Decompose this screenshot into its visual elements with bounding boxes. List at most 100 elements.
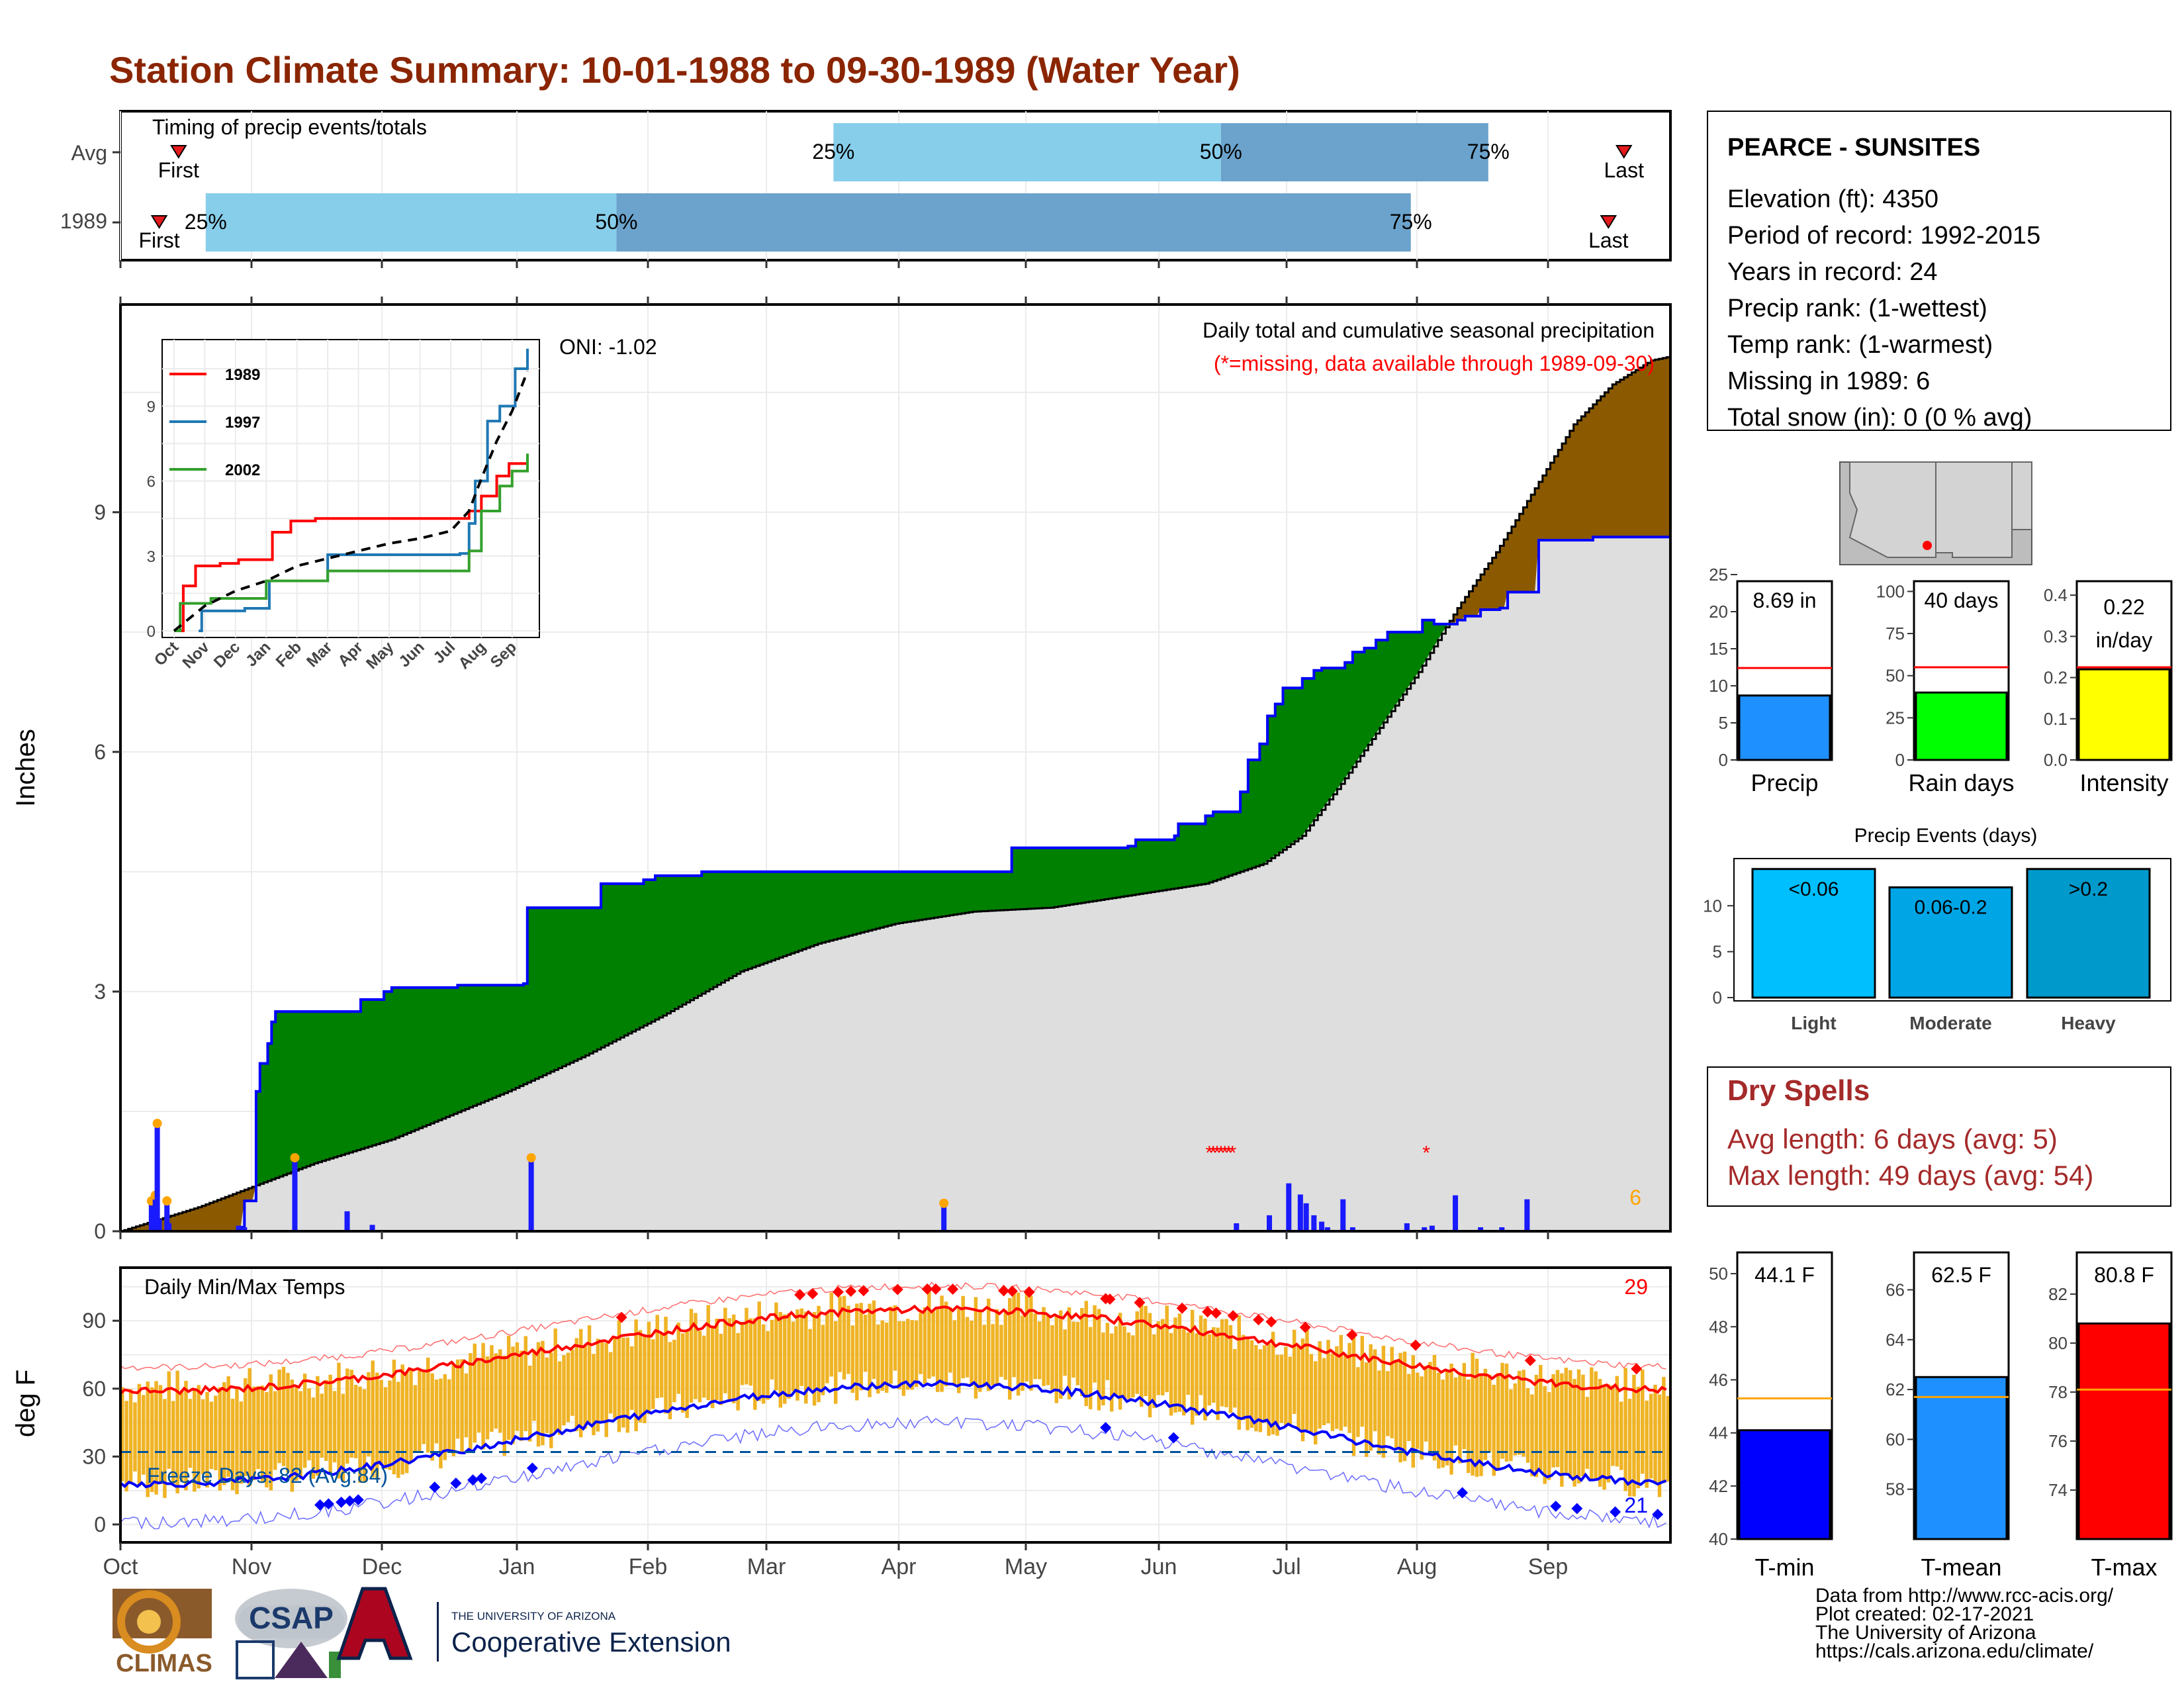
month-tick-label: Jul	[1272, 1554, 1300, 1579]
record-low-marker	[1610, 1506, 1621, 1518]
precip-event-bar	[2026, 868, 2151, 999]
temp-summary-tick-label: 42	[1709, 1476, 1728, 1496]
missing-data-star: *	[1229, 1142, 1237, 1164]
record-low-marker	[1550, 1500, 1562, 1512]
station-period: Period of record: 1992-2015	[1727, 222, 2040, 250]
missing-data-star: *	[1217, 1142, 1225, 1164]
csap-logo: CSAP	[235, 1589, 347, 1679]
record-high-marker	[1346, 1329, 1358, 1341]
footer-data-source: Data from http://www.rcc-acis.org/	[1815, 1585, 2114, 1607]
neighbor-state-shape	[2011, 461, 2032, 530]
daily-precip-bar	[1324, 1227, 1330, 1231]
precip-event-label: Light	[1791, 1013, 1836, 1033]
station-elevation: Elevation (ft): 4350	[1727, 185, 1938, 213]
timing-panel-title: Timing of precip events/totals	[152, 115, 427, 139]
precip-event-label: Moderate	[1909, 1013, 1991, 1033]
climas-logo: CLIMAS	[113, 1589, 212, 1677]
temp-summary-tick-label: 76	[2048, 1431, 2068, 1451]
month-tick-label: Nov	[232, 1554, 271, 1579]
temp-y-tick-label: 30	[82, 1444, 106, 1468]
daily-precip-bar	[1311, 1215, 1317, 1231]
timing-bar-50-75	[616, 193, 1411, 252]
summary-bar-tick-label: 15	[1709, 639, 1728, 659]
record-high-marker	[891, 1284, 903, 1295]
dry-spells-avg-length: Avg length: 6 days (avg: 5)	[1727, 1123, 2058, 1154]
temp-summary-tick-label: 48	[1709, 1317, 1728, 1336]
summary-bar-tick-label: 10	[1709, 676, 1728, 696]
timing-p25-label: 25%	[185, 210, 227, 234]
temp-summary-tick-label: 66	[1886, 1280, 1905, 1299]
record-precip-marker	[290, 1152, 300, 1162]
footer-url: https://cals.arizona.edu/climate/	[1815, 1640, 2094, 1662]
summary-bar-value: 0.22	[2103, 595, 2144, 619]
inset-y-tick-label: 6	[147, 473, 156, 491]
last-event-label: Last	[1588, 228, 1629, 252]
record-high-marker	[1265, 1316, 1277, 1328]
month-tick-label: Aug	[1397, 1554, 1437, 1579]
record-high-marker	[1631, 1363, 1643, 1375]
inset-avg-line	[173, 371, 529, 632]
dry-spells-max-length: Max length: 49 days (avg: 54)	[1727, 1160, 2093, 1191]
station-snow: Total snow (in): 0 (0 % avg)	[1727, 404, 2032, 432]
summary-bar-tick-label: 50	[1886, 666, 1905, 686]
temp-summary-tick-label: 44	[1709, 1423, 1728, 1443]
record-low-marker	[429, 1481, 441, 1493]
summary-bar-tick-label: 100	[1876, 581, 1905, 601]
inset-legend-label: 2002	[225, 461, 260, 479]
temp-y-axis-label: deg F	[11, 1370, 40, 1437]
precip-event-label: Heavy	[2061, 1013, 2116, 1033]
precip-base-area	[120, 537, 1670, 1231]
last-event-label: Last	[1604, 158, 1644, 182]
record-low-marker	[467, 1474, 479, 1486]
record-low-marker	[1457, 1487, 1469, 1499]
daily-precip-bar	[1297, 1194, 1303, 1231]
temp-summary-label: T-min	[1755, 1554, 1815, 1581]
temp-summary-value: 44.1 F	[1754, 1263, 1815, 1287]
arizona-state-shape	[1848, 461, 1936, 558]
daily-precip-bar	[1499, 1227, 1505, 1231]
record-high-marker	[1227, 1310, 1239, 1322]
timing-p50-label: 50%	[1200, 140, 1242, 164]
avg-tmin-line	[120, 1379, 1667, 1489]
university-of-arizona-logo: THE UNIVERSITY OF ARIZONA Cooperative Ex…	[336, 1587, 731, 1662]
record-precip-marker	[162, 1196, 172, 1206]
daily-precip-bar	[344, 1211, 350, 1231]
record-high-marker	[1176, 1302, 1188, 1314]
precip-event-bar	[1751, 868, 1876, 999]
record-low-marker	[1100, 1422, 1112, 1434]
record-high-marker	[921, 1283, 933, 1295]
record-low-marker	[450, 1477, 462, 1489]
last-event-marker	[1615, 145, 1633, 159]
dry-spells-title: Dry Spells	[1727, 1074, 1870, 1107]
record-precip-marker	[526, 1152, 536, 1162]
month-tick-label: Jun	[1141, 1554, 1177, 1579]
daily-precip-bar	[154, 1123, 160, 1231]
summary-bar-tick-label: 0.0	[2044, 750, 2068, 770]
precip-y-axis-label: Inches	[11, 729, 40, 807]
month-tick-label: Apr	[882, 1554, 917, 1579]
precip-event-tick-label: 0	[1713, 988, 1722, 1008]
location-map	[1839, 461, 2032, 565]
summary-bar-tick-label: 5	[1719, 713, 1728, 733]
record-low-marker	[344, 1495, 355, 1507]
daily-precip-bar	[1422, 1227, 1428, 1231]
avg-tmax-line	[120, 1304, 1667, 1396]
summary-bar-tick-label: 0.2	[2044, 668, 2068, 688]
record-high-marker	[947, 1284, 959, 1295]
inset-legend-label: 1989	[225, 366, 260, 384]
record-high-marker	[807, 1288, 819, 1299]
precip-surplus-area	[255, 620, 1450, 1186]
summary-bar	[1738, 694, 1831, 761]
temp-summary-tick-label: 40	[1709, 1529, 1728, 1549]
missing-data-note: (*=missing, data available through 1989-…	[1214, 352, 1655, 375]
record-high-marker	[998, 1285, 1010, 1297]
precip-event-bar	[1888, 886, 2013, 999]
record-low-count: 21	[1624, 1493, 1648, 1517]
summary-bar-label: Intensity	[2079, 769, 2168, 796]
temp-summary-bar	[1915, 1376, 2008, 1540]
record-high-marker	[1210, 1307, 1222, 1319]
temp-summary-bar	[1738, 1429, 1831, 1540]
month-tick-label: Sep	[1528, 1554, 1569, 1579]
summary-bar-tick-label: 75	[1886, 624, 1905, 643]
